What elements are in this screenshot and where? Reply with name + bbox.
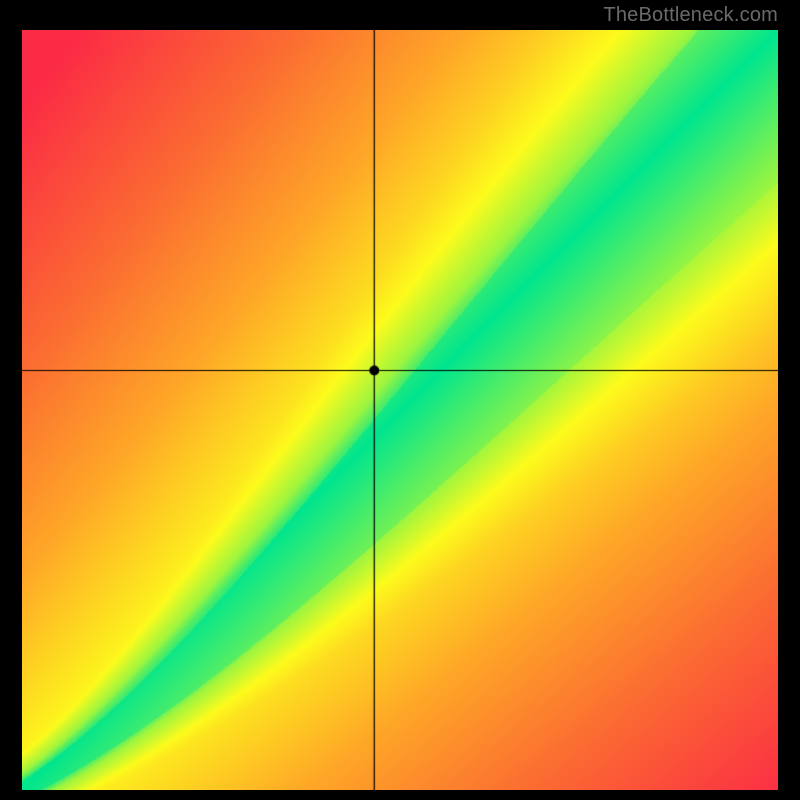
watermark-text: TheBottleneck.com <box>603 4 778 27</box>
heatmap-plot <box>22 30 778 790</box>
chart-container: TheBottleneck.com <box>0 0 800 800</box>
heatmap-canvas <box>22 30 778 790</box>
